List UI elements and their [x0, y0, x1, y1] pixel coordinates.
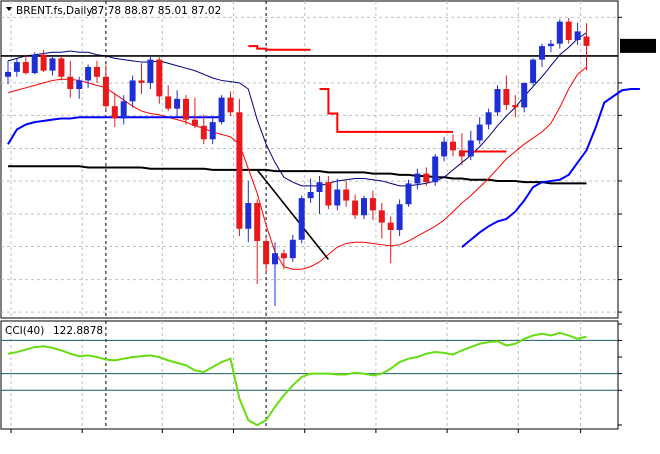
candle-body	[254, 203, 261, 242]
candle-body	[5, 71, 11, 77]
main-y-axis	[618, 16, 656, 313]
candle-body	[67, 76, 74, 90]
candle-body	[191, 119, 198, 126]
candle-body	[361, 198, 367, 216]
candle-body	[58, 58, 65, 77]
candle-body	[245, 203, 252, 229]
indicator-name: CCI(40)	[5, 325, 44, 337]
symbol-header: BRENT.fs,Daily 87.78 88.87 85.01 87.02	[6, 5, 221, 17]
candle-body	[272, 253, 278, 265]
x-axis	[10, 429, 582, 433]
trend-blue-line	[461, 88, 640, 248]
candle-body	[325, 182, 332, 206]
candle-body	[298, 198, 305, 240]
candle-body	[13, 62, 20, 72]
candle-body	[574, 31, 581, 40]
ohlc-values: 87.78 88.87 85.01 87.02	[91, 5, 221, 17]
candle-body	[343, 189, 350, 201]
trend-red-line	[319, 88, 453, 133]
candle-body	[369, 198, 376, 211]
candle-body	[31, 54, 38, 74]
candle-body	[94, 66, 100, 77]
symbol-label: BRENT.fs,Daily	[16, 5, 93, 17]
candle-body	[76, 80, 83, 90]
current-price-tag	[620, 38, 656, 53]
indicator-header: CCI(40) 122.8878	[5, 325, 103, 337]
indicator-grid	[10, 321, 582, 429]
collapse-triangle-icon[interactable]	[6, 7, 12, 11]
candle-body	[485, 112, 492, 125]
candle-body	[40, 54, 47, 71]
cci-series	[7, 331, 587, 427]
candle-body	[352, 200, 359, 216]
candle-body	[85, 66, 92, 81]
candle-body	[556, 21, 563, 44]
long-moving-average-line	[8, 165, 587, 185]
candle-body	[476, 124, 483, 141]
candle-body	[450, 141, 456, 151]
candle-body	[289, 239, 296, 259]
indicator-value: 122.8878	[53, 325, 103, 337]
candle-body	[405, 183, 412, 205]
candle-body	[583, 36, 590, 46]
candle-body	[165, 96, 172, 109]
main-panel-border	[0, 0, 619, 319]
candle-body	[138, 80, 145, 83]
candle-body	[49, 58, 56, 71]
candle-body	[378, 210, 385, 223]
candle-body	[387, 222, 394, 230]
candle-body	[512, 104, 519, 108]
cci-line	[7, 331, 587, 427]
candle-body	[102, 76, 109, 107]
candle-body	[174, 98, 181, 109]
candle-body	[316, 182, 323, 192]
candles	[5, 17, 590, 306]
candle-body	[423, 173, 430, 183]
candle-body	[280, 253, 287, 259]
candle-body	[467, 140, 474, 157]
candle-body	[334, 189, 341, 206]
candle-body	[494, 89, 501, 113]
candle-body	[120, 101, 127, 119]
indicator-y-axis	[618, 323, 622, 426]
trend-red-line	[248, 45, 311, 51]
candle-body	[218, 97, 225, 123]
candle-body	[209, 122, 216, 140]
candle-body	[147, 59, 154, 83]
candle-body	[236, 112, 243, 229]
candle-body	[156, 59, 163, 97]
black-trend-segment	[256, 169, 330, 260]
candle-body	[432, 156, 439, 183]
candle-body	[183, 98, 189, 120]
candle-body	[307, 191, 314, 199]
candle-body	[458, 150, 465, 157]
candle-body	[441, 141, 448, 157]
candle-body	[530, 59, 537, 83]
candle-body	[200, 125, 207, 140]
candle-body	[565, 21, 572, 40]
candle-body	[503, 89, 510, 105]
candle-body	[539, 46, 545, 60]
candle-body	[111, 106, 118, 119]
candle-body	[22, 62, 29, 74]
candle-body	[129, 80, 136, 102]
candle-body	[263, 241, 270, 265]
candle-body	[414, 173, 421, 184]
candle-body	[547, 43, 554, 47]
candle-body	[521, 82, 528, 108]
indicator-panel-border	[0, 320, 619, 430]
candle-body	[396, 204, 403, 230]
candle-body	[227, 97, 234, 113]
